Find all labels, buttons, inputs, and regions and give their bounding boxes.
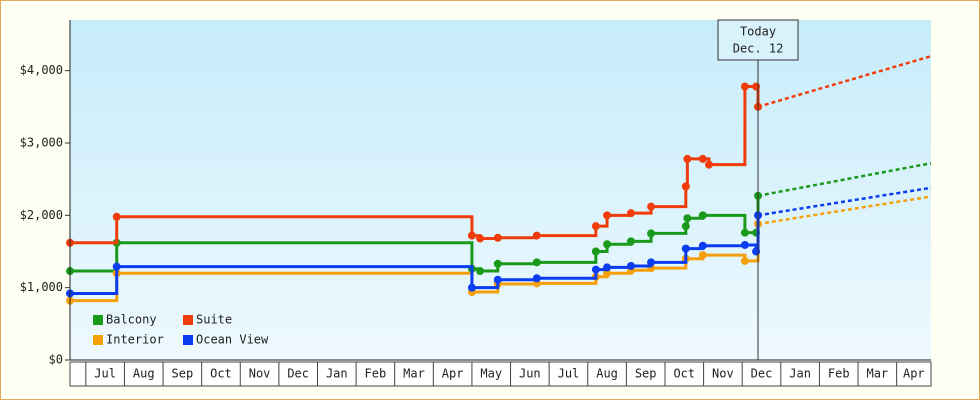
x-tick-label: Jul: [558, 367, 580, 381]
price-point: [698, 211, 707, 220]
x-tick-label: Apr: [903, 367, 925, 381]
price-point: [740, 256, 749, 265]
x-axis-band: [69, 361, 932, 387]
price-point: [698, 251, 707, 260]
price-point: [603, 240, 612, 249]
price-point: [740, 240, 749, 249]
x-tick-label: Nov: [712, 367, 734, 381]
price-point: [591, 222, 600, 231]
forecast-line: [757, 186, 932, 217]
legend-swatch: [93, 335, 103, 345]
price-point: [647, 258, 656, 267]
x-tick-label: Jan: [789, 367, 811, 381]
price-point: [698, 154, 707, 163]
price-point: [467, 231, 476, 240]
price-point: [647, 229, 656, 238]
price-point: [603, 269, 612, 278]
price-point: [627, 209, 636, 218]
x-tick-label: Jul: [94, 367, 116, 381]
price-point: [476, 234, 485, 243]
price-point: [532, 258, 541, 267]
price-point: [591, 247, 600, 256]
x-tick-label: Mar: [403, 367, 425, 381]
y-tick-label: $0: [49, 353, 63, 367]
x-tick-label: Apr: [442, 367, 464, 381]
x-tick-label: Aug: [133, 367, 155, 381]
price-point: [683, 154, 692, 163]
legend-label: Interior: [106, 333, 164, 347]
price-point: [112, 262, 121, 271]
y-tick-label: $2,000: [20, 208, 63, 222]
price-point: [476, 267, 485, 276]
x-tick-label: Oct: [673, 367, 695, 381]
price-point: [647, 202, 656, 211]
price-point: [740, 82, 749, 91]
price-point: [752, 247, 761, 256]
legend-swatch: [183, 315, 193, 325]
legend-label: Balcony: [106, 313, 157, 327]
y-tick-label: $3,000: [20, 135, 63, 149]
price-point: [493, 275, 502, 284]
x-tick-label: Nov: [249, 367, 271, 381]
plot-area: [70, 20, 931, 360]
price-point: [112, 212, 121, 221]
x-tick-label: Feb: [828, 367, 850, 381]
price-point: [698, 241, 707, 250]
price-point: [752, 82, 761, 91]
legend-label: Ocean View: [196, 333, 269, 347]
price-point: [681, 244, 690, 253]
price-point: [627, 237, 636, 246]
price-point: [704, 160, 713, 169]
price-point: [591, 265, 600, 274]
price-point: [467, 283, 476, 292]
price-point: [493, 233, 502, 242]
x-tick-label: May: [480, 367, 502, 381]
price-point: [532, 231, 541, 240]
price-point: [681, 222, 690, 231]
forecast-line: [757, 195, 932, 226]
x-tick-label: Jan: [326, 367, 348, 381]
price-point: [683, 214, 692, 223]
legend-swatch: [93, 315, 103, 325]
x-tick-label: Jun: [519, 367, 541, 381]
price-point: [603, 211, 612, 220]
x-tick-label: Aug: [596, 367, 618, 381]
y-tick-label: $4,000: [20, 63, 63, 77]
today-label: Today: [740, 25, 776, 39]
today-label: Dec. 12: [733, 42, 784, 56]
x-tick-label: Sep: [635, 367, 657, 381]
price-point: [627, 261, 636, 270]
forecast-line: [757, 162, 932, 198]
today-box: [717, 19, 799, 61]
x-tick-label: Mar: [866, 367, 888, 381]
x-tick-label: Sep: [172, 367, 194, 381]
price-point: [681, 182, 690, 191]
price-point: [603, 263, 612, 272]
price-point: [740, 228, 749, 237]
price-point: [532, 274, 541, 283]
legend-swatch: [183, 335, 193, 345]
x-tick-label: Dec: [287, 367, 309, 381]
price-point: [493, 259, 502, 268]
legend-label: Suite: [196, 313, 232, 327]
x-tick-label: Dec: [751, 367, 773, 381]
x-tick-label: Feb: [365, 367, 387, 381]
forecast-line: [757, 54, 932, 109]
x-tick-label: Oct: [210, 367, 232, 381]
y-tick-label: $1,000: [20, 280, 63, 294]
